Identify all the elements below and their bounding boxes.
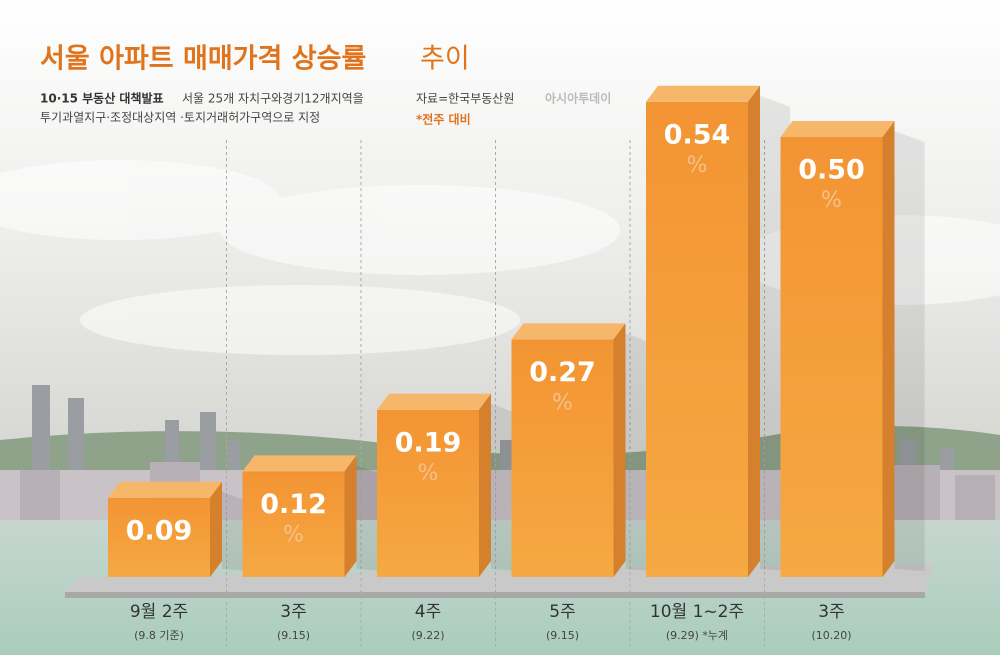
bar-side	[613, 323, 626, 577]
chart-title: 서울 아파트 매매가격 상승률	[40, 44, 366, 75]
value-label: 0.50	[798, 155, 865, 186]
value-unit: %	[552, 390, 573, 415]
value-label: 0.09	[126, 515, 193, 546]
bar	[511, 323, 656, 577]
x-tick-label: 5주	[549, 602, 575, 622]
bar-front	[511, 339, 614, 577]
chart-title-suffix: 추이	[420, 44, 470, 75]
bar-top	[511, 323, 626, 340]
note-line: 서울 25개 자치구와경기12개지역을	[182, 92, 364, 106]
x-tick-label: 3주	[818, 602, 844, 622]
bar-shadow	[894, 131, 925, 571]
bar-front	[242, 471, 345, 577]
bar-front	[108, 497, 210, 577]
x-tick-label: 9월 2주	[130, 602, 188, 622]
bar	[646, 85, 790, 578]
bar-side	[210, 481, 222, 577]
bar	[377, 393, 521, 577]
bar	[780, 121, 925, 577]
bar-front	[780, 137, 883, 577]
bar-top	[108, 481, 222, 498]
value-label: 0.27	[529, 357, 596, 388]
bar-top	[242, 455, 357, 472]
bar-side	[882, 121, 895, 577]
x-tick-note: (9.15)	[546, 629, 579, 642]
bar-front	[377, 409, 479, 577]
value-unit: %	[418, 461, 439, 486]
bar-top	[780, 121, 895, 137]
watermark: 아시아투데이	[545, 91, 611, 106]
x-tick-note: (9.22)	[411, 629, 444, 642]
x-tick-note: (9.29) *누계	[666, 629, 728, 642]
x-tick-label: 3주	[280, 602, 306, 622]
bar-front	[646, 101, 748, 578]
x-tick-label: 4주	[415, 602, 441, 622]
x-tick-label: 10월 1~2주	[650, 602, 744, 622]
bar	[242, 455, 387, 577]
value-label: 0.19	[395, 427, 462, 458]
bar-top	[377, 393, 491, 410]
basis-note: *전주 대비	[416, 112, 471, 127]
value-unit: %	[687, 153, 708, 178]
x-tick-note: (9.15)	[277, 629, 310, 642]
x-tick-note: (10.20)	[811, 629, 851, 642]
source: 자료=한국부동산원	[416, 92, 514, 106]
value-unit: %	[821, 188, 842, 213]
bar-side	[479, 393, 491, 577]
note-line: 투기과열지구·조정대상지역 ·토지거래허가구역으로 지정	[40, 111, 320, 125]
bar-side	[748, 85, 760, 578]
bar-side	[344, 455, 357, 577]
x-tick-note: (9.8 기준)	[134, 629, 184, 642]
bar-top	[646, 85, 760, 102]
value-label: 0.54	[664, 119, 731, 150]
value-unit: %	[283, 522, 304, 547]
floor-edge	[65, 592, 925, 598]
note-heading: 10·15 부동산 대책발표	[40, 91, 164, 106]
value-label: 0.12	[260, 489, 327, 520]
